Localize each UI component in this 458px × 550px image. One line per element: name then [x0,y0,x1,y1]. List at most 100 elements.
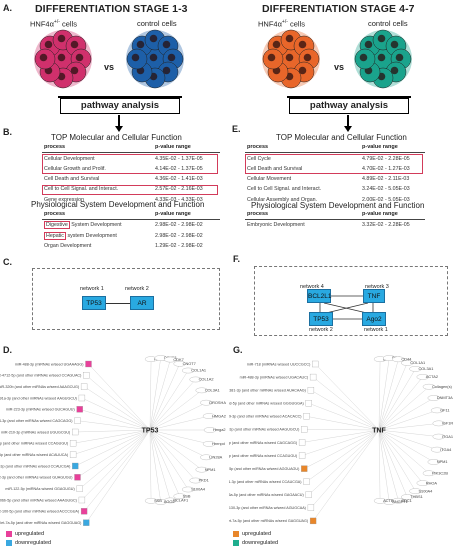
gene-edge [149,402,207,431]
mirna-label: miR-130-3p (and other miRNAs w/seed AGUG… [229,506,306,510]
gene-node [182,367,195,374]
left-node-tp53: TP53 [82,296,106,310]
gene-edge [378,429,423,484]
mirna-node [76,485,83,492]
mirna-node [303,413,310,420]
left-legend-up-swatch [6,531,12,537]
mirna-edge [302,429,380,443]
panel-letter-c: C. [3,257,12,267]
left-phys-row-pvalue-2: 1.29E-02 - 2.98E-02 [155,243,203,249]
cell-nucleus [364,40,373,49]
gene-label: CNOT7 [183,361,196,366]
mirna-edge [86,375,151,431]
mirna-label: miR-214-3p (and other miRNAs w/seed CAGC… [229,441,297,445]
gene-edge [149,429,207,458]
gene-edge [149,370,189,431]
left-bracket-line [58,96,182,98]
left-node-ar: AR [130,296,154,310]
mirna-label: miR-488-3p (miRNAs w/seed UGAAAGG) [15,362,84,366]
mirna-label: miR-210-3p (miRNAs w/seed UGUGCGU) [1,430,70,434]
right-network-1-label: network 1 [364,327,388,333]
mirna-node [301,465,308,472]
gene-node [401,494,414,500]
gene-label: COL1A2 [199,377,214,382]
gene-label: Hnrnpd [212,441,225,446]
gene-node [401,360,414,366]
left-top-row-pvalue-1: 4.14E-02 - 1.37E-05 [155,165,203,172]
gene-edge [149,359,152,431]
left-phys-col-process: process [44,211,66,217]
mirna-edge [310,429,380,508]
mirna-edge [302,429,380,456]
left-top-row-process-text-0: Cellular Development [44,155,95,162]
left-legend-down: downregulated [15,540,52,546]
cell-nucleus [149,34,158,43]
gene-label: COL3A1 [418,366,433,371]
cell-nucleus [285,53,294,62]
right-top-row-process-2: Cellular Movement [247,176,291,182]
cell-nucleus [298,66,307,75]
mirna-node [85,360,92,368]
right-mirna-network: BIRC5BSGCD44COL1A1COL3A1ACTA2Collagen(s)… [229,355,453,525]
mirna-edge [79,429,151,489]
cell-nucleus [395,53,404,62]
gene-edge [378,429,430,474]
right-top-row-pvalue-1: 4.70E-02 - 1.27E-03 [362,165,410,172]
left-phys-row-process-text-0: System Development [69,222,122,228]
mirna-label: miR-181a-5p (and other miRNAs w/seed ACA… [0,453,68,457]
right-top-row-pvalue-0: 4.79E-02 - 2.28E-05 [362,155,410,162]
right-legend-down-swatch [233,540,239,546]
mirna-edge [83,429,151,512]
gene-label: ITGA1 [442,434,453,439]
left-phys-row-pvalue-0: 2.98E-02 - 2.98E-02 [155,222,203,228]
right-top-row-pvalue-3: 3.24E-02 - 5.05E-03 [362,186,410,193]
right-table-rule [245,152,425,153]
gene-edge [378,429,416,492]
right-vs: vs [334,62,345,72]
mirna-node [83,372,90,379]
right-bracket-line [287,96,411,98]
mirna-node [305,491,312,498]
mirna-edge [308,429,380,495]
left-cells-b-label: control cells [137,19,177,28]
cell-nucleus [136,40,145,49]
mirna-edge [73,429,151,444]
gene-label: NPM1 [205,467,216,472]
mirna-label: miR-199a-5p (and other miRNAs w/seed CCA… [229,454,297,458]
mirna-edge [313,376,380,431]
mirna-label: miR-181a-1-3p (and other miRNAs w/seed C… [0,464,70,468]
gene-label: THBS1 [410,494,423,499]
left-mirna-network: HIPK2CCNE1CDK7CNOT7COL1A1COL1A2COL3A1DRO… [0,355,226,526]
gene-label: COL3A1 [205,388,220,393]
mirna-label: miR-488-3p (miRNAs w/seed UGACAUC) [240,375,308,379]
gene-label: DNMT3A [437,395,453,400]
left-top-row-process-3: Cell to Cell Signal. and Interact. [44,186,118,192]
right-pathway-analysis-box: pathway analysis [289,98,409,114]
left-phys-row-process-highlight-1: Hepatic [44,231,66,240]
gene-node [409,488,422,494]
right-network-3-label: network 3 [365,284,389,290]
mirna-edge [308,403,380,431]
right-cell-cluster-b [354,29,412,89]
mirna-edge [77,429,151,478]
mirna-edge [315,363,380,431]
mirna-edge [304,429,380,431]
mirna-label: miR-146a-5p (and other miRNAs w/seed GAG… [229,493,304,497]
gene-node [427,395,440,401]
mirna-edge [75,429,151,467]
right-top-row-process-text-4: Cellular Assembly and Organ. [247,196,318,203]
right-arrow-line [347,115,349,127]
gene-edge [149,429,152,501]
panel-letter-a: A. [3,3,12,13]
mirna-edge [73,429,151,455]
gene-node [430,407,444,414]
gene-node [373,498,387,504]
left-col-process: process [44,144,66,150]
gene-edge [149,429,196,481]
right-top-row-process-0: Cell Cycle [247,156,271,162]
gene-node [409,366,422,372]
right-node-ago2: Ago2 [362,312,386,326]
mirna-node [301,426,308,433]
right-phys-row-pvalue-0: 3.32E-02 - 2.28E-05 [362,222,410,228]
gene-node [164,356,177,363]
